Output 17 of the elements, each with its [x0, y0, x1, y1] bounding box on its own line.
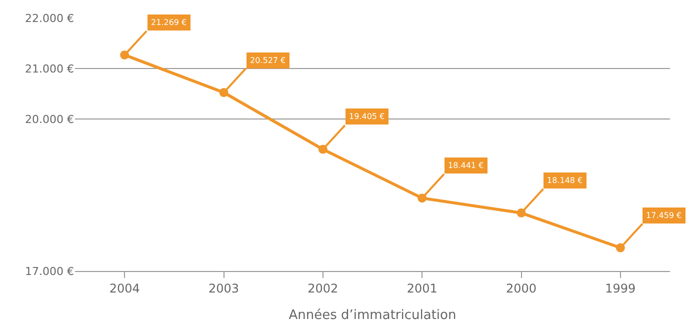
x-tick-label: 2002 — [308, 281, 338, 296]
x-axis-title: Années d’immatriculation — [288, 308, 456, 323]
data-label: 18.441 € — [448, 161, 484, 170]
y-tick-label: 22.000 € — [25, 12, 74, 25]
y-tick-label: 20.000 € — [25, 113, 74, 126]
y-tick-label: 17.000 € — [25, 264, 74, 278]
x-tick-label: 2001 — [406, 281, 438, 296]
x-tick-label: 2000 — [506, 281, 537, 296]
data-label: 17.459 € — [646, 211, 682, 220]
x-tick-label: 1999 — [605, 281, 636, 296]
data-label: 20.527 € — [250, 56, 286, 65]
x-tick-label: 2004 — [109, 281, 140, 296]
data-label: 21.269 € — [151, 18, 187, 27]
data-label: 19.405 € — [349, 112, 385, 121]
y-tick-label: 21.000 € — [25, 62, 74, 76]
data-label: 18.148 € — [547, 176, 583, 185]
x-tick-label: 2003 — [208, 281, 240, 296]
